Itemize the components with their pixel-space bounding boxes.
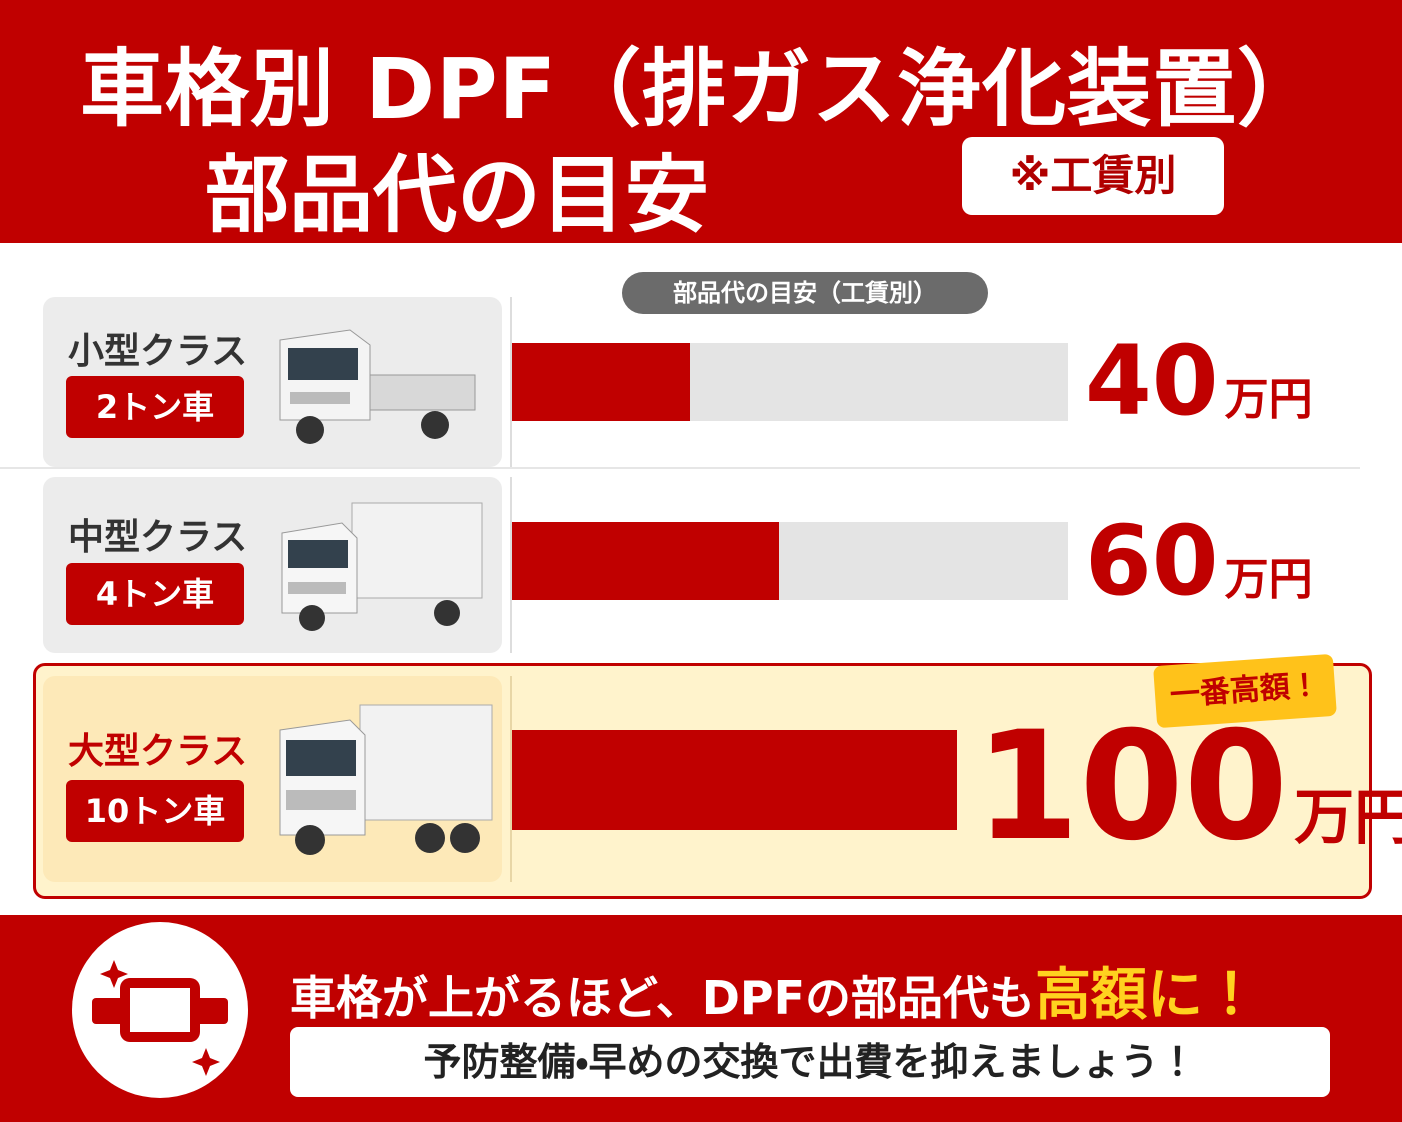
value-number: 60 [1085, 505, 1219, 617]
message-emphasis: 高額 [1035, 963, 1148, 1028]
value-label: 100 万円 [975, 700, 1402, 874]
message-part: 車格が上がるほど、DPFの部品代も [290, 971, 1036, 1025]
value-number: 100 [975, 700, 1289, 874]
value-unit: 万円 [1224, 374, 1313, 425]
value-number: 40 [1085, 325, 1219, 437]
bar [512, 730, 957, 830]
tonnage-label: 4トン車 [66, 563, 244, 625]
message-part: に！ [1147, 963, 1260, 1028]
class-label: 大型クラス [68, 731, 248, 772]
bar [512, 343, 690, 421]
divider [510, 477, 512, 653]
title-line: 部品代の目安 [205, 146, 710, 244]
class-label: 中型クラス [68, 517, 248, 558]
truck-icon [281, 502, 483, 631]
title-line: 車格別 DPF（排ガス浄化装置） [80, 40, 1322, 138]
footer-note: 予防整備・早めの交換で出費を抑えましょう！ [290, 1027, 1330, 1097]
footer-message: 車格が上がるほど、DPFの部品代も高額に！ [290, 950, 1259, 1031]
truck-icon [279, 704, 493, 855]
tonnage-label: 10トン車 [66, 780, 244, 842]
value-unit: 万円 [1224, 554, 1313, 605]
value-label: 40 万円 [1085, 325, 1313, 437]
note-badge: ※工賃別 [962, 137, 1224, 215]
class-label: 小型クラス [68, 331, 248, 372]
axis-label: 部品代の目安（工賃別） [622, 272, 988, 314]
divider [510, 676, 512, 882]
bar [512, 522, 779, 600]
value-label: 60 万円 [1085, 505, 1313, 617]
value-unit: 万円 [1294, 783, 1402, 853]
truck-icon [279, 329, 476, 444]
tonnage-label: 2トン車 [66, 376, 244, 438]
dpf-icon [72, 922, 248, 1098]
row-separator [0, 467, 1360, 469]
divider [510, 297, 512, 467]
